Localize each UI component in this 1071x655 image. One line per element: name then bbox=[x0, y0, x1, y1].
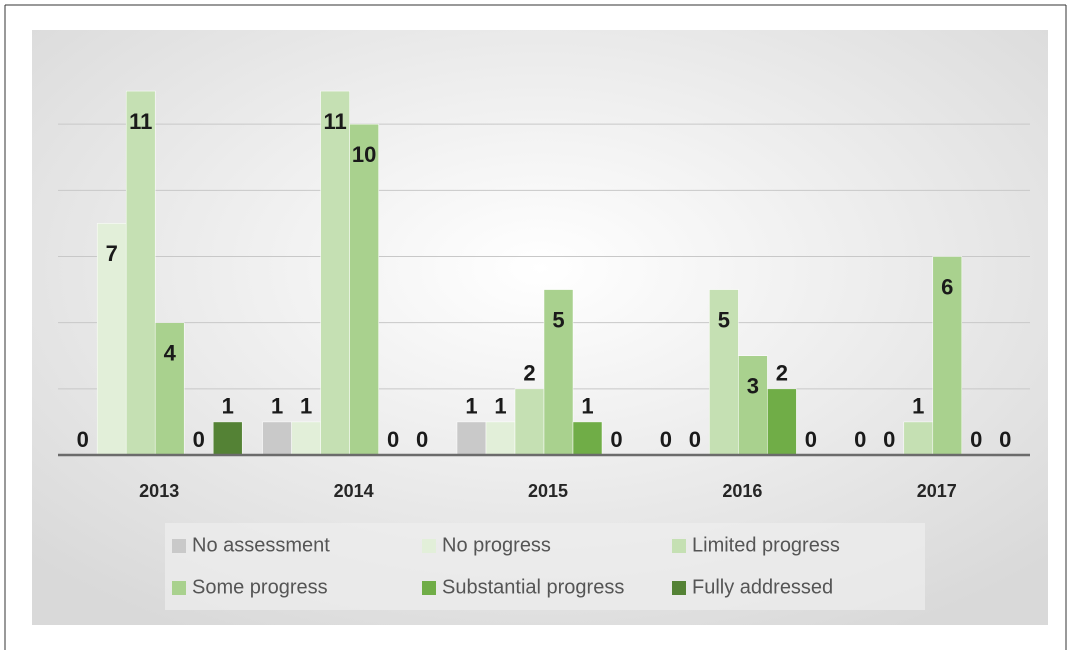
bar bbox=[543, 289, 574, 456]
legend-label: Substantial progress bbox=[442, 576, 624, 598]
x-tick-label: 2017 bbox=[917, 481, 957, 501]
data-label: 1 bbox=[494, 394, 506, 419]
data-label: 1 bbox=[912, 394, 924, 419]
data-label: 0 bbox=[77, 427, 89, 452]
data-label: 0 bbox=[999, 427, 1011, 452]
legend-label: Some progress bbox=[192, 576, 328, 598]
legend-label: Limited progress bbox=[692, 534, 840, 556]
data-label: 11 bbox=[323, 109, 346, 134]
data-label: 2 bbox=[523, 361, 535, 386]
data-label: 0 bbox=[883, 427, 895, 452]
legend-swatch bbox=[422, 581, 436, 595]
legend-label: No assessment bbox=[192, 534, 330, 556]
bar bbox=[154, 322, 185, 456]
x-tick-label: 2014 bbox=[334, 481, 374, 501]
data-label: 7 bbox=[106, 241, 118, 266]
bar bbox=[903, 421, 934, 456]
data-label: 1 bbox=[581, 394, 593, 419]
data-label: 0 bbox=[193, 427, 205, 452]
data-label: 5 bbox=[718, 307, 730, 332]
legend-swatch bbox=[422, 539, 436, 553]
bar bbox=[514, 388, 545, 456]
bar bbox=[456, 421, 487, 456]
data-label: 1 bbox=[300, 394, 312, 419]
data-label: 11 bbox=[129, 109, 152, 134]
data-label: 2 bbox=[776, 361, 788, 386]
bar bbox=[349, 123, 379, 456]
data-label: 5 bbox=[552, 307, 564, 332]
legend-label: No progress bbox=[442, 534, 551, 556]
x-tick-label: 2015 bbox=[528, 481, 568, 501]
legend-swatch bbox=[672, 539, 686, 553]
bar bbox=[709, 289, 739, 456]
data-label: 0 bbox=[610, 427, 622, 452]
bar bbox=[125, 90, 156, 456]
bar bbox=[212, 421, 243, 456]
data-label: 1 bbox=[271, 394, 283, 419]
bar bbox=[291, 421, 321, 456]
data-label: 0 bbox=[805, 427, 817, 452]
data-label: 6 bbox=[941, 274, 953, 299]
data-label: 0 bbox=[854, 427, 866, 452]
x-tick-label: 2013 bbox=[139, 481, 179, 501]
data-label: 0 bbox=[970, 427, 982, 452]
data-label: 0 bbox=[689, 427, 701, 452]
legend-label: Fully addressed bbox=[692, 576, 833, 598]
data-label: 4 bbox=[164, 340, 177, 365]
data-label: 10 bbox=[352, 142, 376, 167]
legend-box bbox=[165, 523, 925, 610]
x-tick-label: 2016 bbox=[722, 481, 762, 501]
legend-swatch bbox=[172, 539, 186, 553]
data-label: 0 bbox=[416, 427, 428, 452]
bar bbox=[572, 421, 603, 456]
legend-swatch bbox=[172, 581, 186, 595]
bar bbox=[485, 421, 516, 456]
data-label: 1 bbox=[222, 394, 234, 419]
bar bbox=[96, 223, 127, 456]
data-label: 0 bbox=[387, 427, 399, 452]
bar bbox=[320, 90, 350, 456]
bar bbox=[767, 388, 797, 456]
bar bbox=[738, 355, 768, 456]
data-label: 0 bbox=[660, 427, 672, 452]
bar bbox=[262, 421, 292, 456]
data-label: 3 bbox=[747, 374, 759, 399]
legend-swatch bbox=[672, 581, 686, 595]
data-label: 1 bbox=[465, 394, 477, 419]
